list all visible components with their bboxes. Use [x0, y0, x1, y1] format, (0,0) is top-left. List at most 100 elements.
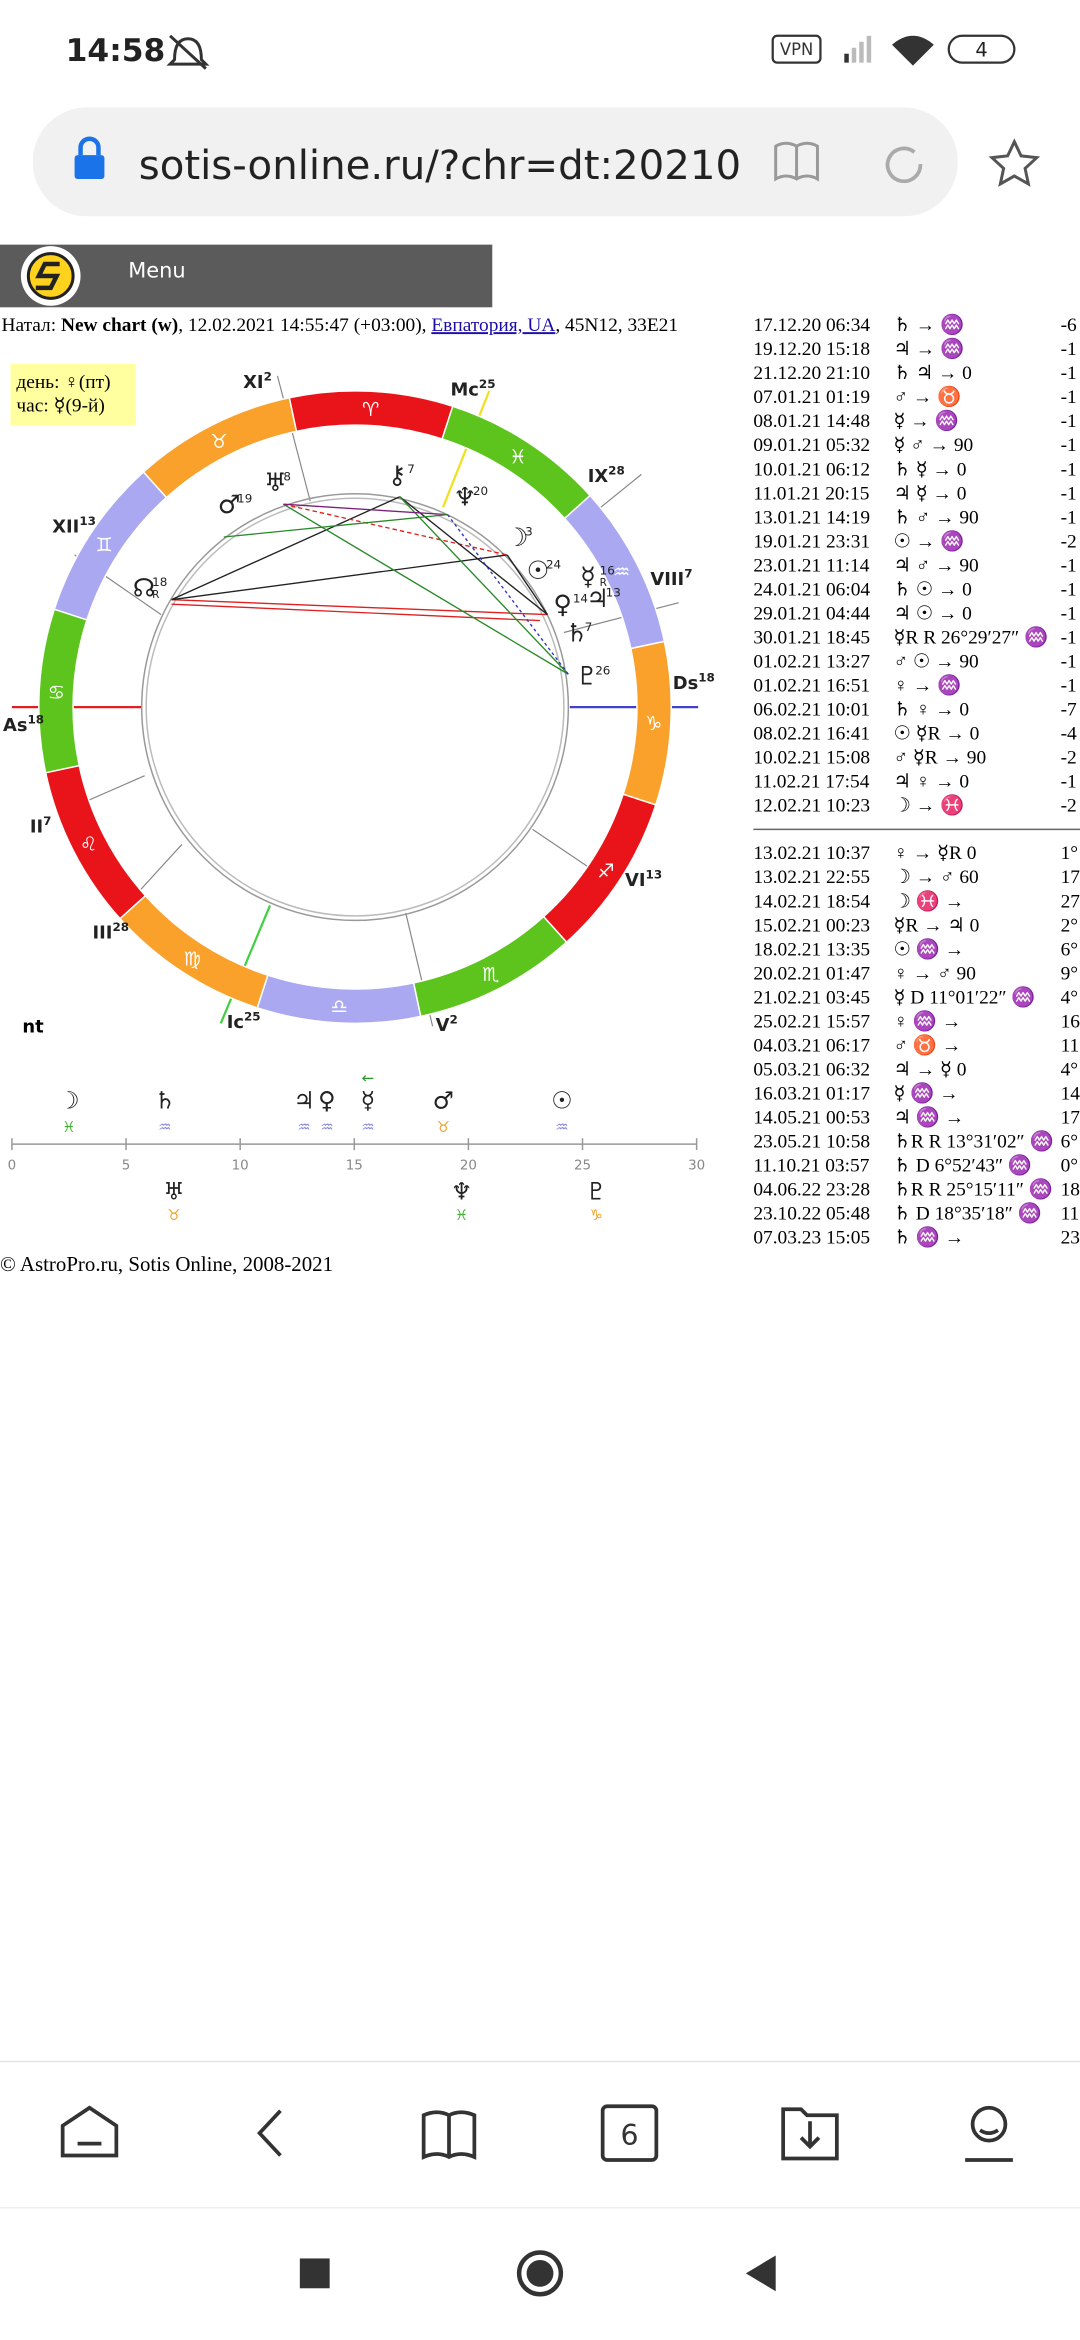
event-date: 01.02.21 16:51 [753, 675, 870, 696]
event-desc: ♃ ☉ → 0 [894, 603, 972, 624]
retrograde-mark: R [600, 577, 607, 589]
planet-glyph: ♄ [565, 617, 588, 647]
event-desc: ♄ ☉ → 0 [894, 579, 972, 600]
house-degree: 7 [43, 814, 51, 828]
house-label: XI2 [243, 369, 272, 392]
back-button[interactable] [257, 2109, 282, 2157]
bookmarks-button[interactable] [421, 2110, 477, 2160]
downloads-button[interactable] [781, 2107, 839, 2161]
event-desc: ♂ → ♉ [894, 385, 962, 408]
home-system[interactable] [516, 2250, 564, 2297]
tabs-button[interactable] [600, 2104, 659, 2162]
place-link[interactable]: Евпатория, UA [431, 315, 555, 336]
planet-degree: 7 [407, 462, 415, 476]
house-label: Ds18 [673, 671, 715, 694]
event-value: 6° [1061, 939, 1078, 960]
event-desc: ☿ D 11°01′22″ ♒ [894, 985, 1036, 1008]
planet-glyph: ⚷ [388, 459, 407, 489]
event-value: -1 [1061, 555, 1077, 576]
event-desc: ♂ ♉ → [894, 1033, 962, 1056]
timeline-planet: ♅ [163, 1177, 184, 1205]
reload-icon[interactable] [885, 146, 923, 184]
event-value: 6° [1061, 1131, 1078, 1152]
event-desc: ☉ ☿R → 0 [894, 723, 980, 744]
home-button[interactable] [60, 2105, 119, 2158]
event-value: 14 [1061, 1083, 1080, 1104]
event-desc: ☿R R 26°29′27″ ♒ [894, 625, 1049, 648]
house-degree: 7 [684, 566, 692, 580]
profile-button[interactable] [970, 2105, 1008, 2143]
house-name: VI [625, 870, 646, 891]
menu[interactable]: Menu [128, 258, 185, 282]
event-value: -2 [1061, 747, 1077, 768]
lock-icon [74, 136, 105, 180]
house-name: III [92, 922, 112, 943]
sign-glyph: ♈ [362, 398, 379, 421]
back-system[interactable] [745, 2255, 776, 2292]
event-value: -7 [1061, 699, 1077, 720]
timeline-sign: ♒ [320, 1118, 333, 1136]
timeline-planet: ♂ [433, 1086, 454, 1114]
event-value: 2° [1061, 915, 1078, 936]
house-label: VI13 [625, 868, 662, 891]
event-date: 07.01.21 01:19 [753, 387, 870, 408]
planet-degree: 19 [237, 492, 252, 506]
planet-glyph: ♅ [264, 467, 287, 497]
planet-degree: 20 [473, 484, 488, 498]
event-desc: ♄ → ♒ [894, 313, 965, 336]
event-date: 20.02.21 01:47 [753, 963, 870, 984]
chart-coords: , 45N12, 33E21 [555, 315, 678, 336]
sign-glyph: ♏ [482, 963, 499, 986]
event-date: 25.02.21 15:57 [753, 1011, 870, 1032]
sign-glyph: ♒ [613, 561, 630, 584]
battery-level: 4 [975, 39, 987, 62]
reader-icon[interactable] [774, 141, 819, 182]
house-label: III28 [92, 920, 129, 943]
event-value: -2 [1061, 795, 1077, 816]
url[interactable]: sotis-online.ru/?chr=dt:20210 [139, 143, 741, 189]
sign-glyph: ♑ [645, 712, 662, 735]
event-date: 13.02.21 10:37 [753, 843, 870, 864]
event-desc: ☽ ♓ → [894, 889, 965, 912]
sign-glyph: ♉ [211, 430, 228, 453]
event-value: 0° [1061, 1155, 1078, 1176]
day-ruler: день: ♀(пт) [16, 372, 110, 393]
event-value: 11 [1061, 1203, 1080, 1224]
event-desc: ♄ ♃ → 0 [894, 363, 972, 384]
planet-glyph: ♂ [218, 489, 241, 519]
event-value: -1 [1061, 363, 1077, 384]
event-date: 01.02.21 13:27 [753, 651, 870, 672]
bookmark-star[interactable] [988, 138, 1041, 187]
event-date: 17.12.20 06:34 [753, 315, 870, 336]
timeline-planet: ♀ [318, 1086, 335, 1114]
sign-glyph: ♊ [96, 534, 113, 557]
event-date: 21.12.20 21:10 [753, 363, 870, 384]
house-name: Mc [450, 379, 478, 400]
event-desc: ☽ → ♂ 60 [894, 867, 979, 888]
recents-button[interactable] [299, 2258, 330, 2289]
timeline-tick-label: 25 [574, 1159, 591, 1174]
event-desc: ♃ ♒ → [894, 1105, 965, 1128]
sign-glyph: ♋ [48, 681, 65, 704]
event-desc: ☿ ♒ → [894, 1081, 959, 1104]
event-value: -1 [1061, 483, 1077, 504]
sign-glyph: ♐ [597, 859, 614, 882]
event-desc: ♀ → ♒ [894, 673, 962, 696]
chart-name: New chart (w) [61, 315, 178, 336]
timeline-tick-label: 15 [346, 1159, 363, 1174]
event-desc: ♄ ♂ → 90 [894, 507, 979, 528]
event-date: 06.02.21 10:01 [753, 699, 870, 720]
address-bar[interactable] [32, 107, 958, 217]
event-desc: ☿ ♂ → 90 [894, 435, 974, 456]
event-date: 15.02.21 00:23 [753, 915, 870, 936]
planet-glyph: ♇ [576, 661, 599, 691]
planet-glyph: ☉ [527, 555, 550, 585]
house-label: IX28 [588, 463, 625, 486]
house-label: II7 [30, 814, 52, 837]
event-desc: ♄ ♒ → [894, 1225, 965, 1248]
event-date: 10.02.21 15:08 [753, 747, 870, 768]
house-label: XII13 [52, 514, 96, 537]
event-desc: ♄ ☿ → 0 [894, 459, 967, 480]
house-label: Ic25 [227, 1009, 261, 1032]
